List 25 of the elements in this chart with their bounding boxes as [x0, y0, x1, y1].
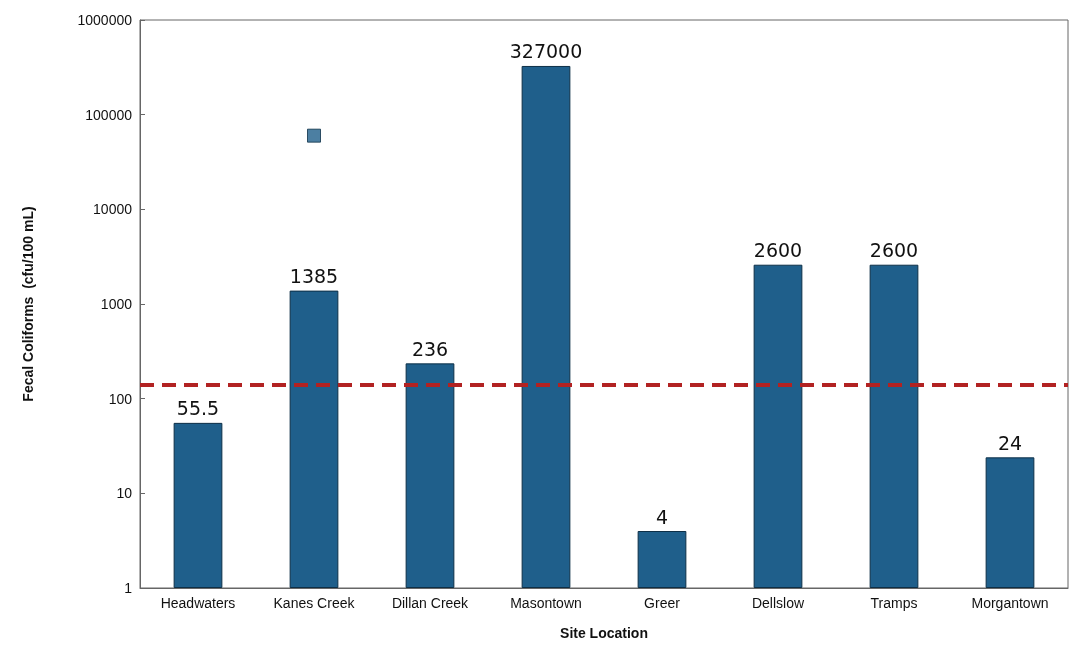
x-tick-label: Greer	[644, 595, 681, 611]
y-tick-label: 100	[108, 390, 133, 407]
y-tick-label: 10	[116, 485, 133, 502]
x-tick-label: Dellslow	[751, 595, 805, 611]
data-label: 327000	[509, 40, 583, 63]
x-axis-title: Site Location	[560, 625, 648, 641]
data-label: 55.5	[176, 397, 220, 420]
data-label: 236	[411, 337, 449, 360]
y-tick-label: 1000	[100, 296, 133, 312]
x-tick-label: Tramps	[870, 595, 918, 611]
y-tick-label: 100000	[85, 106, 133, 123]
data-label: 2600	[869, 239, 919, 262]
data-label: 1385	[289, 265, 339, 288]
data-label: 24	[997, 431, 1023, 454]
y-tick-label: 1	[124, 580, 133, 596]
x-tick-label: Morgantown	[971, 595, 1049, 611]
x-tick-label: Dillan Creek	[391, 595, 470, 611]
data-label: 4	[655, 505, 669, 528]
y-tick-label: 1000000	[77, 12, 133, 28]
x-tick-label: Headwaters	[160, 595, 236, 611]
x-tick-label: Masontown	[510, 595, 582, 611]
y-axis-title: Fecal Coliforms (cfu/100 mL)	[20, 206, 36, 402]
x-tick-label: Kanes Creek	[273, 595, 356, 611]
data-label: 2600	[753, 239, 803, 262]
y-tick-label: 10000	[93, 201, 133, 218]
